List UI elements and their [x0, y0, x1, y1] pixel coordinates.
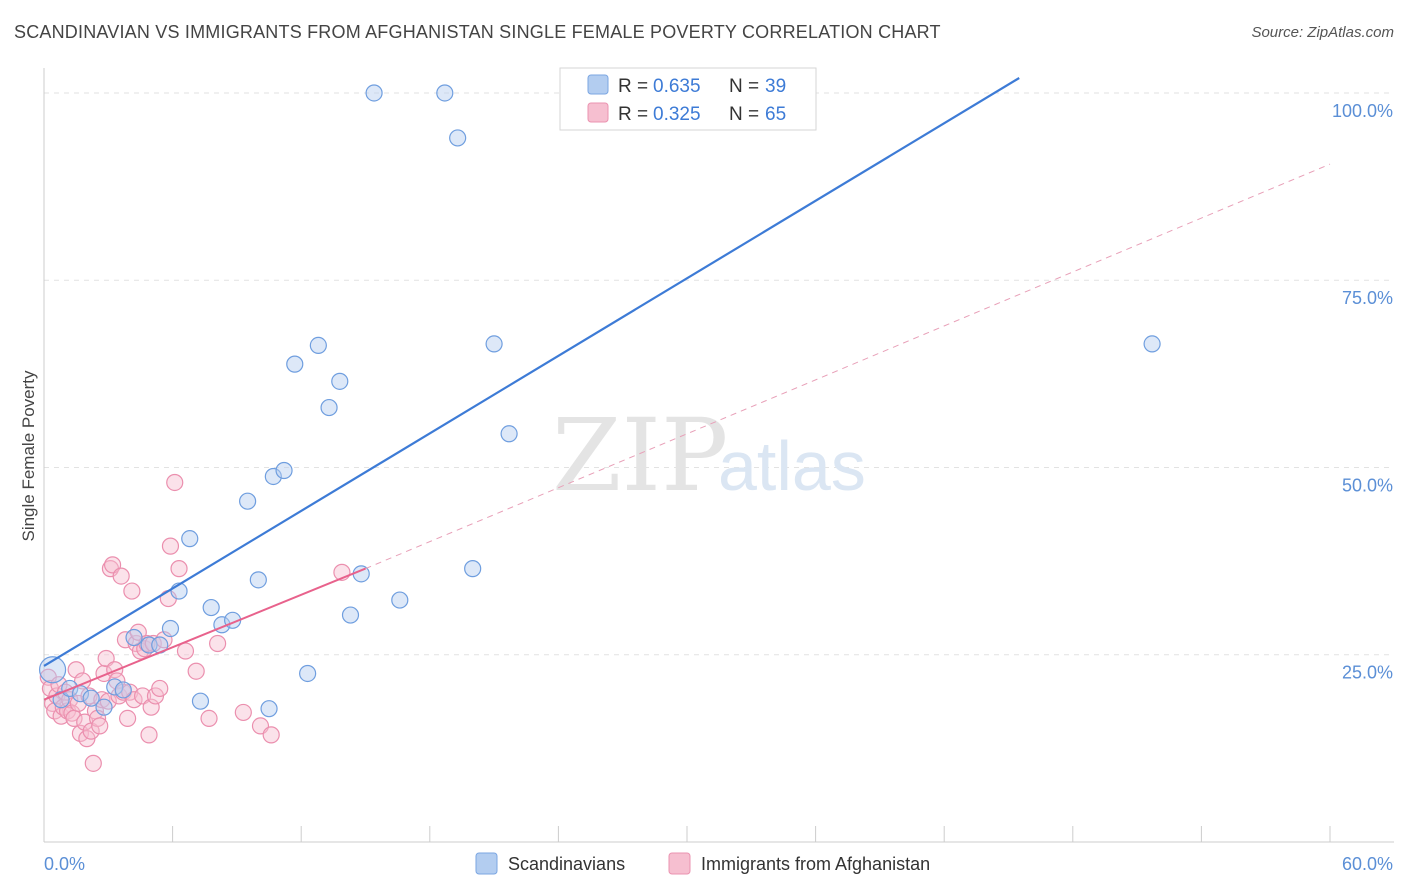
afghanistan-point — [123, 582, 141, 600]
y-axis-label: Single Female Poverty — [19, 370, 38, 542]
legend-swatch-pink — [587, 102, 609, 123]
scandinavians-point — [82, 689, 100, 707]
legend-r-value-1: 0.635 — [653, 76, 701, 97]
scandinavians-point — [181, 530, 199, 548]
scandinavians-point — [1143, 335, 1161, 353]
scandinavians-point — [500, 425, 518, 443]
afghanistan-point — [142, 698, 160, 716]
scandinavians-point — [202, 598, 220, 617]
legend-r-label-1: R = — [618, 76, 648, 97]
scandinavians-point — [239, 492, 257, 510]
series-scandinavians-points — [38, 69, 1161, 718]
x-tick-label: 0.0% — [44, 854, 85, 874]
watermark-zip: ZIP — [552, 397, 728, 514]
scandinavians-point — [275, 461, 293, 480]
scandinavians-trend-line — [43, 77, 1020, 667]
afghanistan-point — [176, 642, 195, 660]
scandinavians-point — [436, 84, 454, 102]
scandinavians-point — [341, 606, 360, 624]
watermark-atlas: atlas — [718, 427, 866, 505]
legend-box: R = 0.635 N = 39 R = 0.325 N = 65 — [559, 67, 817, 131]
afghanistan-point — [112, 567, 130, 585]
scandinavians-point — [485, 335, 503, 353]
y-tick-labels: 100.0% 75.0% 50.0% 25.0% — [1332, 101, 1393, 683]
afghanistan-trend-extension — [365, 163, 1331, 570]
legend-n-value-2: 65 — [765, 104, 786, 125]
afghanistan-point — [187, 662, 205, 680]
scandinavians-point — [365, 84, 383, 102]
scandinavians-point — [114, 681, 132, 699]
y-tick-label: 25.0% — [1342, 663, 1393, 683]
source-credit: Source: ZipAtlas.com — [1251, 24, 1394, 41]
legend-n-label-2: N = — [729, 104, 759, 125]
scandinavians-point — [320, 398, 338, 417]
bottom-legend: Scandinavians Immigrants from Afghanista… — [475, 852, 930, 875]
scandinavians-point — [264, 467, 282, 486]
bottom-legend-afghanistan: Immigrants from Afghanistan — [701, 854, 930, 874]
bottom-legend-swatch-blue — [475, 852, 498, 875]
y-tick-label: 50.0% — [1342, 475, 1393, 495]
y-tick-label: 75.0% — [1342, 288, 1393, 308]
afghanistan-point — [234, 703, 252, 722]
bottom-legend-swatch-pink — [668, 852, 691, 875]
scandinavians-point — [249, 571, 267, 589]
afghanistan-trend-line — [43, 567, 366, 701]
scandinavians-point — [125, 628, 143, 647]
afghanistan-point — [84, 754, 102, 772]
x-tick-label: 60.0% — [1342, 854, 1393, 874]
scandinavians-point — [391, 591, 409, 609]
afghanistan-point — [161, 537, 180, 555]
scandinavians-point — [191, 692, 210, 710]
chart-title: SCANDINAVIAN VS IMMIGRANTS FROM AFGHANIS… — [14, 22, 941, 42]
scandinavians-point — [286, 355, 304, 373]
series-afghanistan-points — [39, 473, 351, 772]
scandinavians-point — [309, 336, 327, 354]
scandinavians-point — [38, 656, 67, 684]
scandinavians-point — [299, 664, 317, 683]
afghanistan-point — [166, 473, 184, 492]
afghanistan-point — [125, 691, 143, 709]
scandinavians-point — [95, 698, 113, 716]
afghanistan-point — [262, 726, 280, 744]
scandinavians-point — [260, 700, 278, 718]
trend-lines — [43, 77, 1331, 701]
scandinavians-point — [161, 619, 180, 638]
x-tick-labels: 0.0% 60.0% — [44, 854, 1393, 874]
axes — [43, 68, 1394, 843]
afghanistan-point — [200, 709, 218, 728]
scandinavians-point — [331, 372, 349, 390]
afghanistan-point — [209, 634, 227, 653]
legend-n-label-1: N = — [729, 76, 759, 97]
afghanistan-point — [170, 560, 188, 578]
afghanistan-point — [91, 717, 109, 735]
legend-r-value-2: 0.325 — [653, 104, 701, 125]
scandinavians-point — [449, 129, 467, 147]
legend-swatch-blue — [587, 74, 609, 95]
gridlines — [44, 92, 1394, 656]
bottom-legend-scandinavians: Scandinavians — [508, 854, 625, 874]
scandinavians-point — [464, 560, 482, 578]
afghanistan-point — [151, 679, 169, 698]
afghanistan-point — [140, 726, 158, 744]
legend-n-value-1: 39 — [765, 76, 786, 97]
y-tick-label: 100.0% — [1332, 101, 1393, 121]
afghanistan-point — [118, 709, 137, 728]
legend-r-label-2: R = — [618, 104, 648, 125]
